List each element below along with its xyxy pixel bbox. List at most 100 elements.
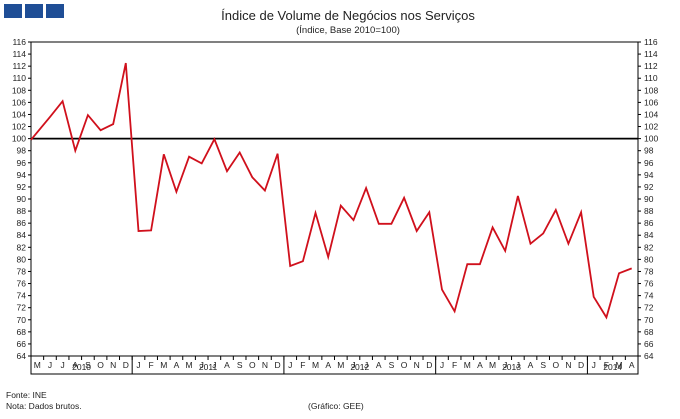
x-tick-label: N xyxy=(414,360,420,370)
y-tick-label: 88 xyxy=(17,206,27,216)
y-tick-label: 76 xyxy=(17,279,27,289)
x-tick-label: M xyxy=(160,360,167,370)
x-tick-label: J xyxy=(136,360,140,370)
x-tick-label: S xyxy=(389,360,395,370)
y-tick-label: 100 xyxy=(644,134,658,144)
y-tick-label: 74 xyxy=(17,291,27,301)
x-tick-label: J xyxy=(503,360,507,370)
y-tick-label: 94 xyxy=(17,170,27,180)
year-label: 2011 xyxy=(199,362,218,372)
x-tick-label: F xyxy=(604,360,609,370)
x-tick-label: A xyxy=(477,360,483,370)
y-tick-label: 106 xyxy=(12,97,26,107)
y-tick-label: 112 xyxy=(644,61,658,71)
credit-text: (Gráfico: GEE) xyxy=(308,401,364,411)
y-tick-label: 114 xyxy=(644,49,658,59)
y-tick-label: 90 xyxy=(644,194,654,204)
x-tick-label: M xyxy=(615,360,622,370)
y-tick-label: 80 xyxy=(17,254,27,264)
plot-frame xyxy=(30,41,639,375)
chart-subtitle: (Índice, Base 2010=100) xyxy=(296,25,400,36)
x-tick-label: A xyxy=(174,360,180,370)
x-tick-label: J xyxy=(200,360,204,370)
y-tick-label: 86 xyxy=(644,218,654,228)
y-tick-label: 66 xyxy=(17,339,27,349)
y-tick-label: 92 xyxy=(17,182,27,192)
logo-square-icon xyxy=(46,4,64,18)
y-tick-label: 72 xyxy=(17,303,27,313)
x-tick-label: M xyxy=(312,360,319,370)
y-tick-label: 68 xyxy=(17,327,27,337)
x-tick-label: J xyxy=(288,360,292,370)
series-line xyxy=(30,62,633,320)
y-tick-label: 116 xyxy=(644,37,658,47)
x-tick-label: O xyxy=(97,360,104,370)
x-tick-label: A xyxy=(528,360,534,370)
x-tick-label: M xyxy=(34,360,41,370)
x-tick-label: A xyxy=(72,360,78,370)
x-tick-label: D xyxy=(426,360,432,370)
y-tick-label: 74 xyxy=(644,291,654,301)
y-tick-label: 84 xyxy=(644,230,654,240)
year-label: 2014 xyxy=(603,362,622,372)
x-tick-label: M xyxy=(464,360,471,370)
x-tick-label: A xyxy=(629,360,635,370)
logo xyxy=(4,4,64,18)
logo-square-icon xyxy=(4,4,22,18)
x-tick-label: A xyxy=(224,360,230,370)
year-label: 2012 xyxy=(350,362,369,372)
y-tick-label: 70 xyxy=(17,315,27,325)
x-tick-label: J xyxy=(351,360,355,370)
y-tick-label: 114 xyxy=(12,49,26,59)
y-tick-label: 104 xyxy=(644,109,658,119)
y-tick-label: 110 xyxy=(12,73,26,83)
y-tick-label: 88 xyxy=(644,206,654,216)
chart-title: Índice de Volume de Negócios nos Serviço… xyxy=(221,8,475,23)
y-tick-label: 92 xyxy=(644,182,654,192)
y-tick-label: 72 xyxy=(644,303,654,313)
note-text: Nota: Dados brutos. xyxy=(6,401,82,411)
y-tick-label: 64 xyxy=(17,351,27,361)
source-text: Fonte: INE xyxy=(6,390,47,400)
x-tick-label: O xyxy=(552,360,559,370)
x-tick-label: J xyxy=(440,360,444,370)
x-tick-label: D xyxy=(578,360,584,370)
y-tick-label: 108 xyxy=(644,85,658,95)
y-tick-label: 80 xyxy=(644,254,654,264)
x-tick-label: O xyxy=(249,360,256,370)
y-tick-label: 86 xyxy=(17,218,27,228)
y-tick-label: 82 xyxy=(644,242,654,252)
x-tick-label: N xyxy=(565,360,571,370)
y-tick-label: 100 xyxy=(12,134,26,144)
y-tick-label: 96 xyxy=(17,158,27,168)
y-tick-label: 68 xyxy=(644,327,654,337)
x-tick-label: O xyxy=(401,360,408,370)
x-tick-label: S xyxy=(85,360,91,370)
x-tick-label: F xyxy=(452,360,457,370)
y-tick-label: 104 xyxy=(12,109,26,119)
x-tick-label: J xyxy=(364,360,368,370)
x-axis-years: 2010 2011 2012 2013 2014 xyxy=(72,356,622,374)
x-tick-label: J xyxy=(60,360,64,370)
year-label: 2013 xyxy=(502,362,521,372)
x-tick-label: M xyxy=(489,360,496,370)
x-tick-label: M xyxy=(186,360,193,370)
y-tick-label: 94 xyxy=(644,170,654,180)
y-tick-label: 76 xyxy=(644,279,654,289)
y-tick-label: 64 xyxy=(644,351,654,361)
y-tick-label: 112 xyxy=(12,61,26,71)
x-tick-label: J xyxy=(212,360,216,370)
x-tick-label: F xyxy=(300,360,305,370)
y-axis-left: 64 66 68 70 72 74 76 78 80 82 84 86 88 90 92 94 96 98 100 1… xyxy=(12,37,31,361)
x-tick-label: S xyxy=(540,360,546,370)
x-tick-label: D xyxy=(123,360,129,370)
x-tick-label: A xyxy=(325,360,331,370)
x-tick-label: F xyxy=(149,360,154,370)
y-tick-label: 108 xyxy=(12,85,26,95)
y-tick-label: 90 xyxy=(17,194,27,204)
y-tick-label: 78 xyxy=(644,266,654,276)
x-tick-label: S xyxy=(237,360,243,370)
y-tick-label: 82 xyxy=(17,242,27,252)
y-tick-label: 102 xyxy=(12,122,26,132)
y-tick-label: 96 xyxy=(644,158,654,168)
